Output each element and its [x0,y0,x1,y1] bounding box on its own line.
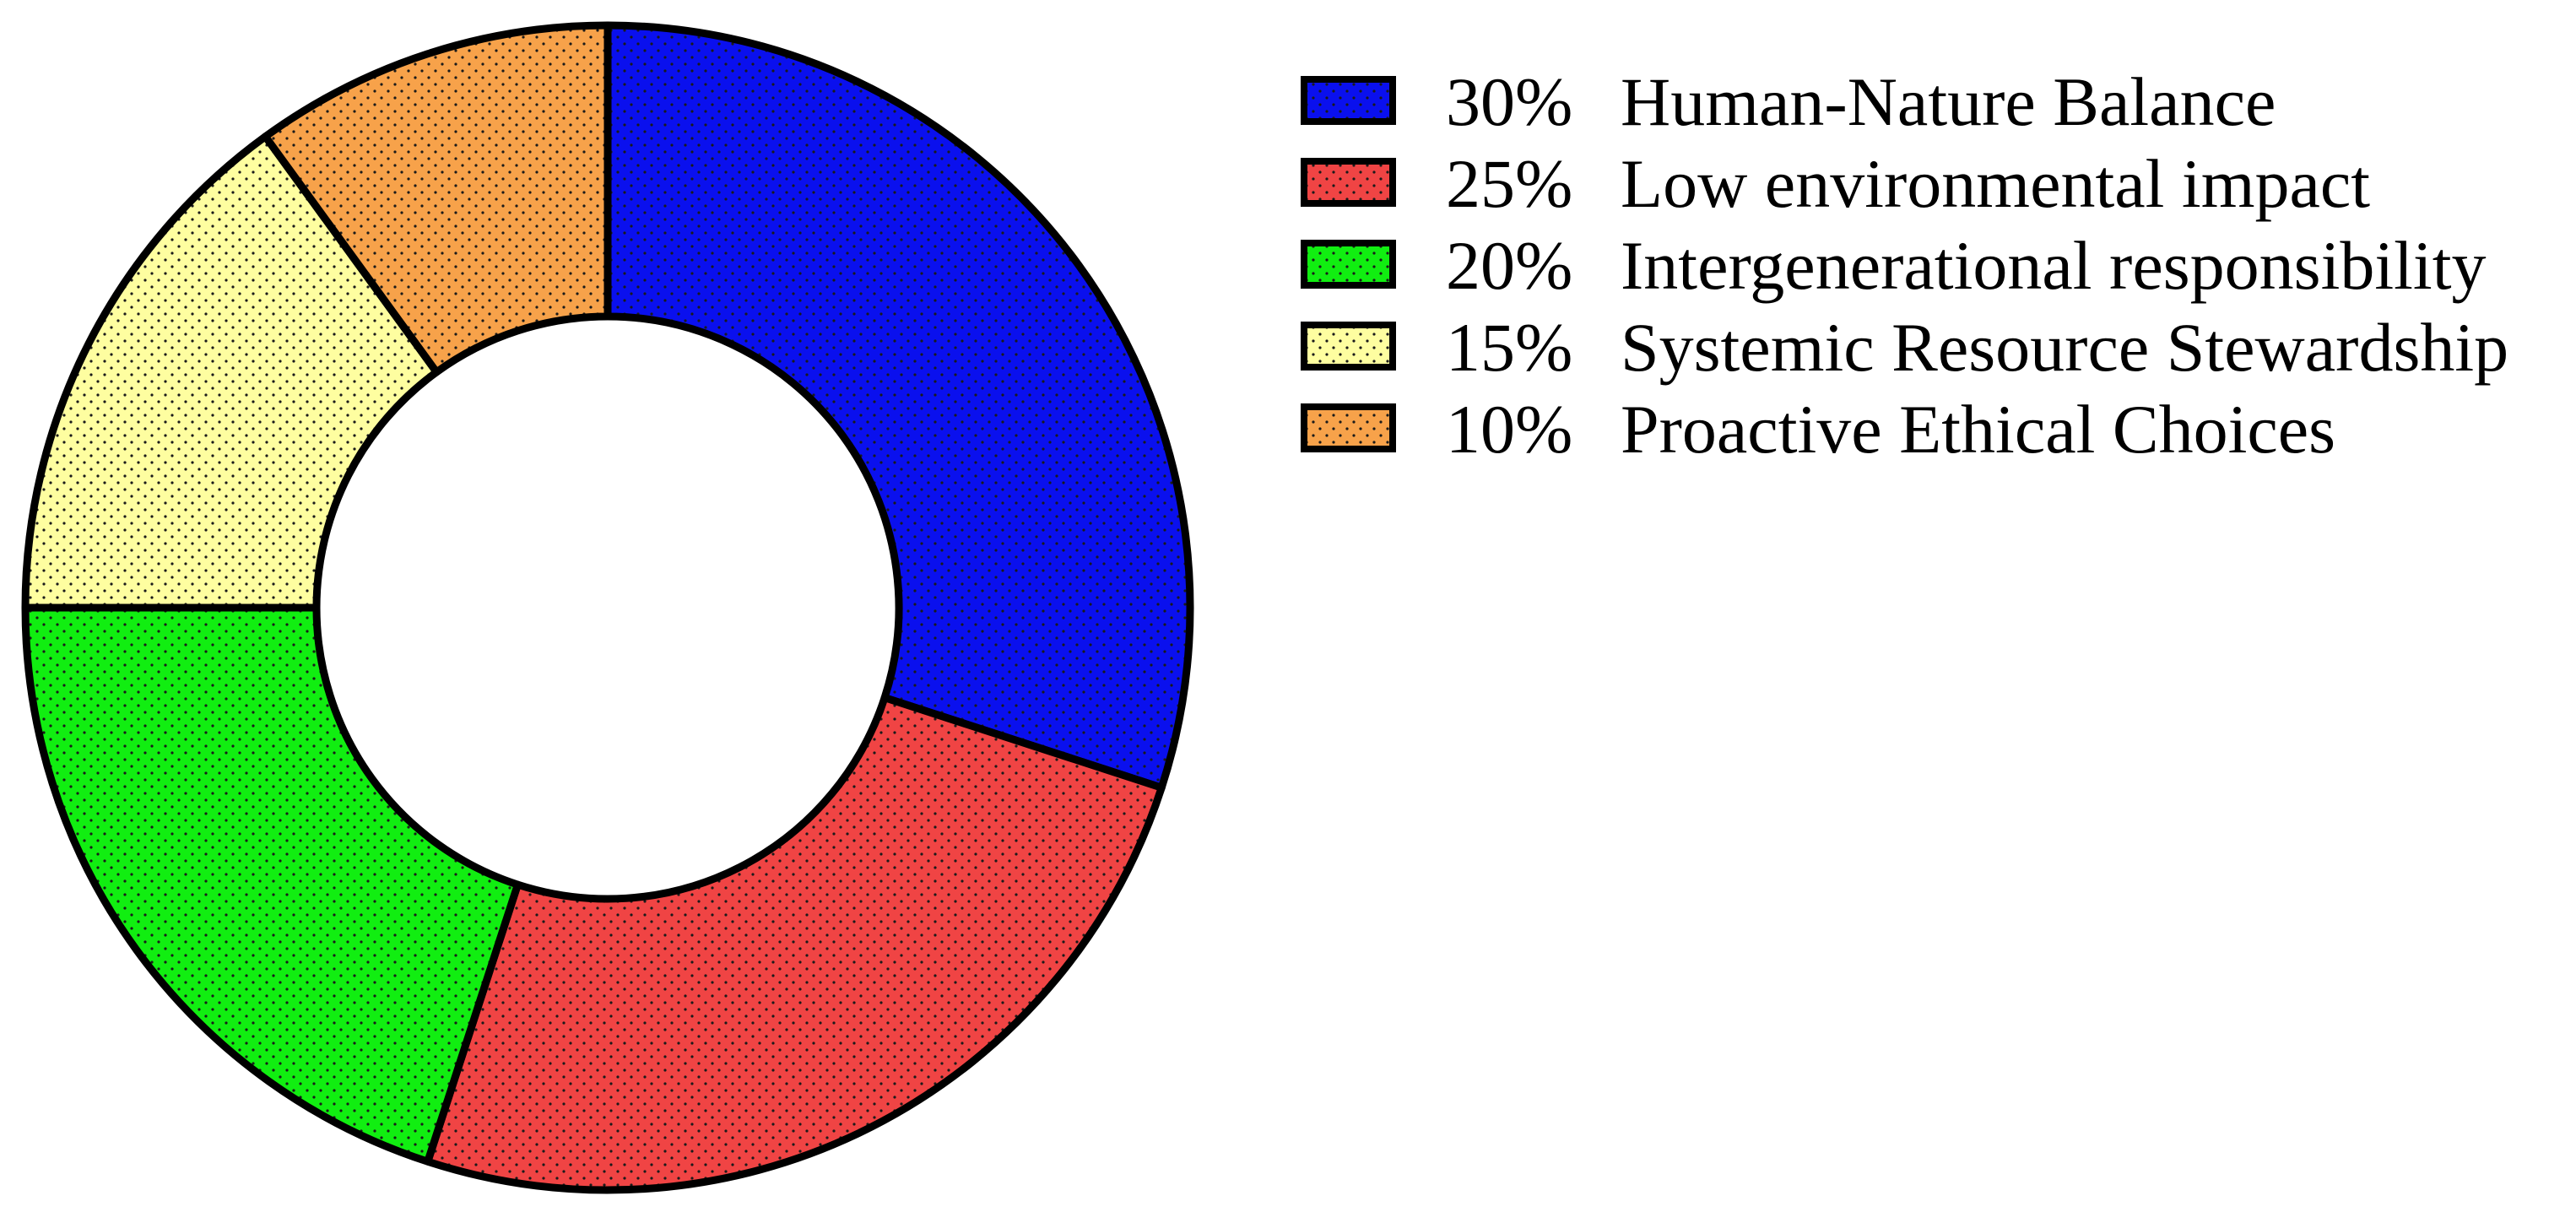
legend-item-human-nature-balance: 30% Human-Nature Balance [1301,63,2276,140]
legend-label: Low environmental impact [1621,145,2370,222]
legend-swatch [1301,322,1396,371]
legend: 30% Human-Nature Balance 25% Low environmen… [1301,63,2508,468]
legend-swatch [1301,240,1396,289]
legend-swatch [1301,403,1396,452]
legend-item-intergenerational-responsibility: 20% Intergenerational responsibility [1301,227,2486,304]
slice-low-environmental-impact [424,694,1166,1194]
legend-label: Proactive Ethical Choices [1621,391,2335,468]
legend-item-systemic-resource-stewardship: 15% Systemic Resource Stewardship [1301,309,2508,386]
slice-human-nature-balance [603,21,1194,792]
slice-systemic-resource-stewardship [21,133,441,612]
legend-label: Intergenerational responsibility [1621,227,2486,304]
legend-percent: 30% [1446,63,1572,140]
legend-percent: 20% [1446,227,1572,304]
legend-percent: 25% [1446,145,1572,222]
legend-item-low-environmental-impact: 25% Low environmental impact [1301,145,2370,222]
legend-swatch [1301,158,1396,207]
legend-label: Human-Nature Balance [1621,63,2276,140]
slices-group [21,21,1194,1194]
legend-percent: 10% [1446,391,1572,468]
legend-label: Systemic Resource Stewardship [1621,309,2508,386]
slice-proactive-ethical-choices [261,21,612,376]
legend-percent: 15% [1446,309,1572,386]
slice-intergenerational-responsibility [21,603,522,1166]
legend-item-proactive-ethical-choices: 10% Proactive Ethical Choices [1301,391,2335,468]
legend-swatch [1301,76,1396,125]
